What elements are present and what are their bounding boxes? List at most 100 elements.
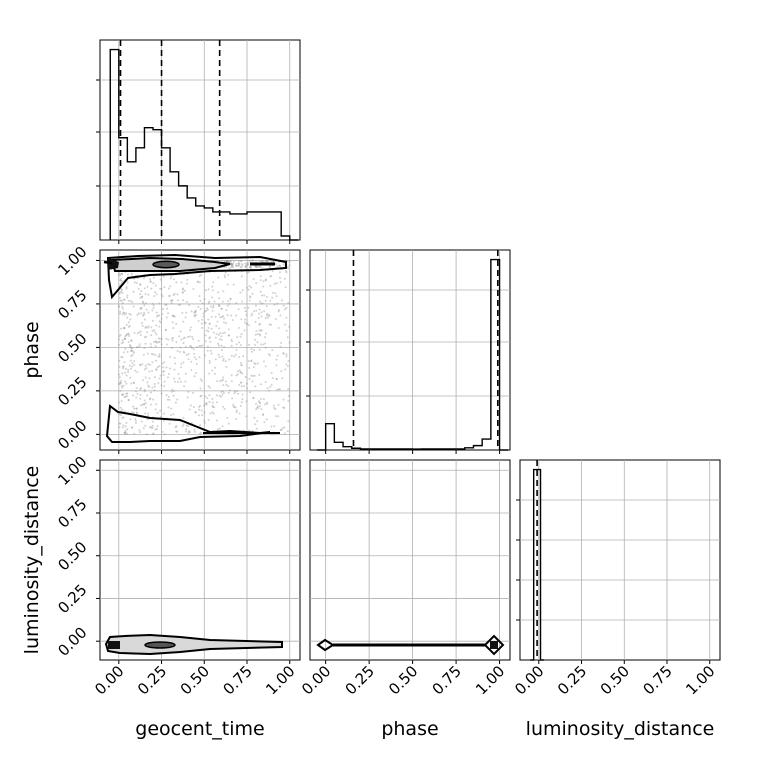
x-tick-label: 0.25: [554, 662, 590, 698]
scatter-point: [152, 432, 155, 435]
scatter-point: [235, 374, 238, 377]
scatter-point: [212, 289, 215, 292]
scatter-point: [258, 322, 261, 325]
scatter-point: [119, 383, 122, 386]
scatter-point: [175, 281, 178, 284]
scatter-point: [247, 360, 250, 363]
scatter-point: [231, 340, 234, 343]
scatter-point: [122, 351, 125, 354]
scatter-point: [128, 334, 131, 337]
scatter-point: [161, 308, 164, 311]
scatter-point: [208, 322, 211, 325]
scatter-point: [235, 409, 238, 412]
scatter-point: [117, 373, 120, 376]
scatter-point: [222, 290, 225, 293]
scatter-point: [141, 379, 144, 382]
scatter-point: [258, 329, 261, 332]
scatter-point: [120, 279, 123, 282]
scatter-point: [150, 334, 153, 337]
scatter-point: [125, 312, 128, 315]
scatter-point: [152, 304, 155, 307]
scatter-point: [150, 426, 153, 429]
scatter-point: [225, 259, 228, 262]
contour-right-diamond: [483, 634, 505, 656]
scatter-point: [248, 285, 251, 288]
scatter-point: [160, 293, 163, 296]
scatter-point: [139, 292, 142, 295]
scatter-point: [173, 292, 176, 295]
scatter-point: [121, 313, 124, 316]
scatter-point: [268, 323, 271, 326]
scatter-point: [284, 270, 287, 273]
scatter-point: [264, 299, 267, 302]
scatter-point: [218, 356, 221, 359]
scatter-point: [250, 374, 253, 377]
scatter-point: [286, 430, 289, 433]
scatter-point: [250, 360, 253, 363]
scatter-point: [249, 266, 252, 269]
scatter-point: [194, 311, 197, 314]
scatter-point: [237, 262, 240, 265]
scatter-point: [275, 295, 278, 298]
scatter-point: [151, 426, 154, 429]
scatter-point: [250, 348, 253, 351]
scatter-point: [151, 361, 154, 364]
scatter-point: [171, 314, 174, 317]
scatter-point: [225, 322, 228, 325]
scatter-point: [239, 344, 242, 347]
scatter-point: [268, 389, 271, 392]
scatter-point: [222, 378, 225, 381]
scatter-point: [243, 329, 246, 332]
scatter-point: [142, 277, 145, 280]
scatter-point: [246, 263, 249, 266]
scatter-point: [251, 312, 254, 315]
panel-frame: [309, 459, 511, 661]
scatter-point: [215, 333, 218, 336]
scatter-point: [222, 357, 225, 360]
scatter-point: [131, 362, 134, 365]
scatter-point: [167, 395, 170, 398]
scatter-point: [226, 283, 229, 286]
scatter-point: [119, 382, 122, 385]
scatter-point: [278, 271, 281, 274]
scatter-point: [201, 326, 204, 329]
scatter-point: [238, 259, 241, 262]
panel-hist-geocent-time: [96, 39, 301, 241]
scatter-point: [139, 363, 142, 366]
scatter-point: [185, 311, 188, 314]
scatter-point: [119, 273, 122, 276]
scatter-point: [160, 392, 163, 395]
scatter-point: [275, 282, 278, 285]
scatter-point: [155, 368, 158, 371]
scatter-point: [158, 325, 161, 328]
gridlines: [310, 460, 510, 660]
scatter-point: [199, 395, 202, 398]
scatter-point: [131, 347, 134, 350]
scatter-point: [260, 302, 263, 305]
contour-outer-top: [106, 253, 287, 300]
scatter-point: [121, 305, 124, 308]
scatter-point: [125, 323, 128, 326]
scatter-point: [213, 300, 216, 303]
scatter-point: [135, 346, 138, 349]
scatter-point: [208, 322, 211, 325]
scatter-point: [121, 272, 124, 275]
scatter-point: [120, 327, 123, 330]
scatter-point: [204, 402, 207, 405]
scatter-point: [132, 350, 135, 353]
scatter-point: [240, 364, 243, 367]
panel-scatter-geocent-time-luminosity-distance: [99, 459, 301, 661]
scatter-point: [184, 316, 187, 319]
scatter-point: [154, 331, 157, 334]
scatter-point: [140, 307, 143, 310]
scatter-point: [163, 412, 166, 415]
scatter-point: [278, 264, 281, 267]
scatter-point: [238, 383, 241, 386]
scatter-point: [224, 271, 227, 274]
x-tick-label: 1.00: [472, 662, 508, 698]
scatter-point: [238, 356, 241, 359]
scatter-point: [224, 360, 227, 363]
scatter-point: [228, 389, 231, 392]
scatter-point: [123, 327, 126, 330]
scatter-point: [200, 394, 203, 397]
